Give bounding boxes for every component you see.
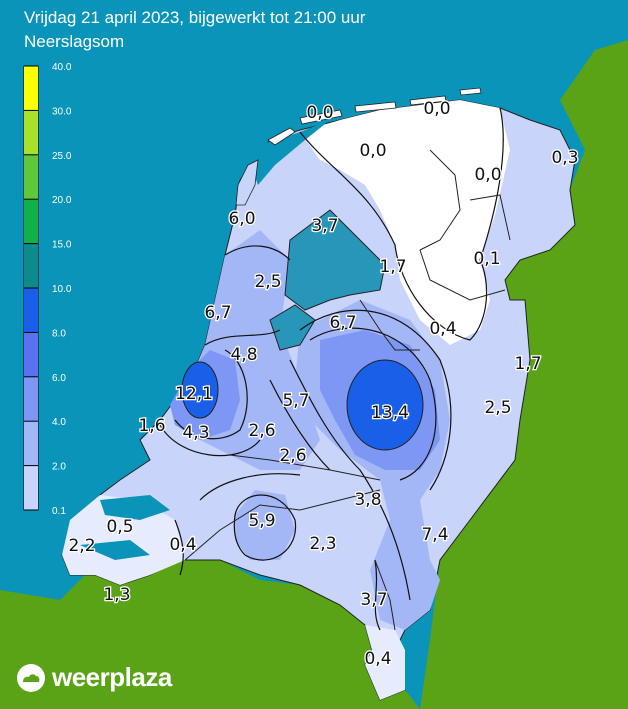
value-groningen-east: 0,3 [551, 148, 578, 168]
value-twente: 1,7 [514, 354, 541, 374]
value-venlo: 7,4 [421, 525, 448, 545]
value-rivierenland: 2,6 [279, 446, 306, 466]
legend-swatch [24, 332, 38, 377]
legend-tick-label: 25.0 [52, 151, 72, 162]
legend-swatch [24, 243, 38, 288]
legend-tick-label: 4.0 [52, 417, 66, 428]
value-rotterdam: 4,3 [182, 423, 209, 443]
value-walcheren: 2,2 [68, 536, 95, 556]
legend-tick-label: 40.0 [52, 62, 72, 73]
island-terschelling [299, 109, 343, 125]
core-leiden [181, 361, 219, 419]
island-ameland [354, 101, 397, 113]
legend-swatch [24, 376, 38, 422]
lake-ijsselmeer [284, 209, 386, 311]
value-zeeland-north: 0,5 [106, 517, 133, 537]
legend-swatch [24, 66, 38, 111]
zone-white-limburg [365, 625, 405, 700]
brand-logo[interactable]: weerplaza [16, 662, 172, 693]
legend-tick-label: 0.1 [52, 506, 66, 517]
value-bergen-op-zoom: 0,4 [169, 535, 196, 555]
legend-tick-label: 10.0 [52, 284, 72, 295]
value-achterhoek: 2,5 [484, 398, 511, 418]
legend-tick-label: 20.0 [52, 195, 72, 206]
value-flevoland: 6,7 [329, 313, 356, 333]
value-labels: 0,0 0,0 0,0 0,3 0,0 6,0 3,7 0,1 1,7 2,5 6,7 6,7 0,4 4… [67, 98, 580, 671]
value-nijmegen: 3,8 [354, 490, 381, 510]
value-roermond: 3,7 [360, 590, 387, 610]
value-maastricht: 0,4 [364, 649, 391, 669]
land-belgium [0, 560, 420, 709]
island-rottumeroog [459, 87, 482, 96]
value-noordoostpolder: 1,7 [379, 257, 406, 277]
land-germany [420, 40, 628, 709]
zone-white-north [300, 100, 510, 345]
legend-swatch [24, 465, 38, 510]
legend-tick-label: 6.0 [52, 373, 66, 384]
value-drenthe-north: 0,0 [474, 165, 501, 185]
value-utrecht-west: 2,6 [248, 421, 275, 441]
legend-swatch [24, 154, 38, 200]
value-schiermonnikoog: 0,0 [423, 99, 450, 119]
lake-markermeer [269, 304, 316, 351]
wadden-sea [245, 120, 330, 185]
value-drenthe: 0,1 [473, 249, 500, 269]
brand-name: weerplaza [52, 662, 172, 692]
value-hoek-van-holland: 1,6 [138, 416, 165, 436]
zone-white-south [62, 495, 185, 585]
value-veluwe: 13,4 [371, 403, 409, 423]
legend-tick-label: 30.0 [52, 106, 72, 117]
province-borders [184, 149, 511, 631]
value-west-friesland: 2,5 [254, 272, 281, 292]
legend-tick-label: 2.0 [52, 462, 66, 473]
value-texel-north: 0,0 [306, 103, 333, 123]
legend-tick-label: 8.0 [52, 328, 66, 339]
value-leiden: 12,1 [175, 384, 213, 404]
legend-swatch [24, 288, 38, 333]
value-wadden-ijsselmeer: 3,7 [311, 216, 338, 236]
legend-swatch [24, 421, 38, 466]
island-schiermonnikoog [409, 95, 447, 106]
legend: 40.0 30.0 25.0 20.0 15.0 10.0 8.0 6.0 4.0 2.0 0.1 [23, 62, 72, 517]
value-haarlem: 6,7 [204, 303, 231, 323]
zeeland-water [80, 495, 170, 560]
value-utrecht-north: 5,7 [282, 391, 309, 411]
island-vlieland [267, 127, 296, 146]
cloud-sun-icon [17, 663, 45, 692]
legend-swatch [24, 199, 38, 244]
island-texel [235, 159, 259, 206]
value-eindhoven: 2,3 [309, 534, 336, 554]
value-friesland: 0,0 [359, 141, 386, 161]
core-veluwe [346, 359, 424, 451]
value-zeeuws-vlaanderen: 1,3 [103, 585, 130, 605]
legend-tick-label: 15.0 [52, 240, 72, 251]
value-noord-holland-north: 6,0 [228, 209, 255, 229]
legend-swatch [24, 110, 38, 155]
map-title: Vrijdag 21 april 2023, bijgewerkt tot 21… [24, 8, 366, 27]
map-subtitle: Neerslagsom [24, 32, 125, 51]
value-amsterdam: 4,8 [230, 345, 257, 365]
contour-lines [159, 107, 504, 631]
value-overijssel-north: 0,4 [429, 319, 456, 339]
value-breda: 5,9 [248, 511, 275, 531]
